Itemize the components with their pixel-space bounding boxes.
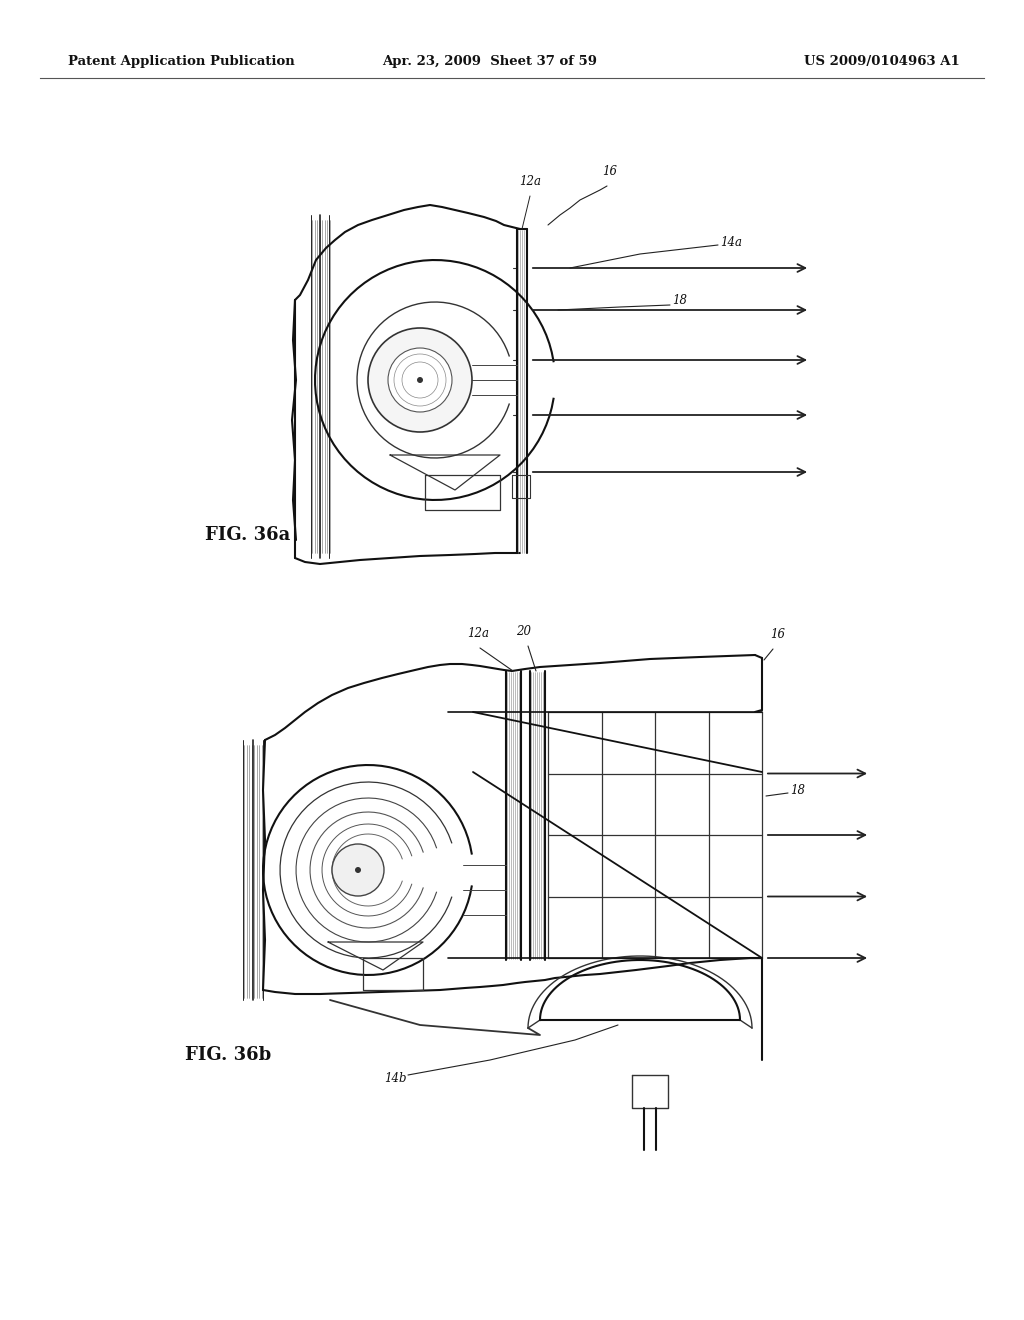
Text: Apr. 23, 2009  Sheet 37 of 59: Apr. 23, 2009 Sheet 37 of 59: [383, 55, 597, 69]
Text: FIG. 36a: FIG. 36a: [205, 525, 290, 544]
Text: 16: 16: [602, 165, 617, 178]
Text: 12a: 12a: [467, 627, 489, 640]
Text: US 2009/0104963 A1: US 2009/0104963 A1: [804, 55, 961, 69]
Text: 18: 18: [790, 784, 805, 796]
Text: 14a: 14a: [720, 235, 742, 248]
Text: FIG. 36b: FIG. 36b: [185, 1045, 271, 1064]
Text: 12a: 12a: [519, 176, 541, 187]
Text: Patent Application Publication: Patent Application Publication: [68, 55, 295, 69]
Circle shape: [368, 327, 472, 432]
Text: 14b: 14b: [384, 1072, 407, 1085]
Text: 18: 18: [672, 293, 687, 306]
Circle shape: [417, 378, 423, 383]
Circle shape: [388, 348, 452, 412]
Text: 16: 16: [770, 628, 785, 642]
Circle shape: [332, 843, 384, 896]
Circle shape: [355, 867, 361, 873]
Text: 20: 20: [516, 624, 531, 638]
